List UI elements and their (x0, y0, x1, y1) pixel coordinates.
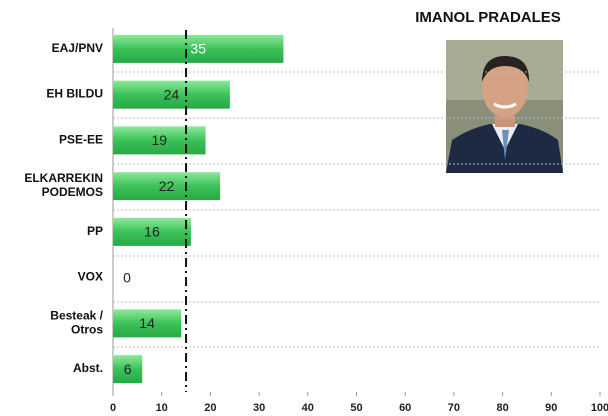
x-tick-label: 70 (448, 402, 460, 414)
chart-title: IMANOL PRADALES (415, 9, 561, 26)
category-label: PSE-EE (59, 133, 103, 147)
x-tick-label: 20 (204, 402, 216, 414)
x-tick-label: 100 (591, 402, 608, 414)
bar (113, 80, 230, 109)
bar (113, 172, 221, 201)
x-tick-label: 50 (350, 402, 362, 414)
x-tick-label: 90 (545, 402, 557, 414)
x-tick-label: 10 (156, 402, 168, 414)
x-tick-label: 0 (110, 402, 116, 414)
value-label: 6 (124, 361, 132, 377)
bar (113, 126, 206, 155)
value-label: 16 (144, 224, 160, 240)
bar (113, 34, 284, 63)
x-tick-label: 40 (302, 402, 314, 414)
x-tick-label: 30 (253, 402, 265, 414)
bar (113, 217, 191, 246)
value-label: 14 (139, 315, 155, 331)
category-label: EAJ/PNV (52, 41, 103, 55)
portrait (446, 40, 563, 173)
category-label: ELKARREKIN PODEMOS (24, 171, 103, 199)
x-tick-label: 60 (399, 402, 411, 414)
value-label: 24 (164, 86, 180, 102)
bar (113, 309, 182, 338)
category-label: PP (87, 224, 103, 238)
category-label: Besteak / Otros (50, 309, 103, 337)
category-label: Abst. (73, 361, 103, 375)
category-label: VOX (78, 270, 103, 284)
category-label: EH BILDU (46, 87, 103, 101)
x-tick-label: 80 (496, 402, 508, 414)
value-label: 22 (159, 178, 175, 194)
separators (113, 71, 600, 348)
bar (113, 355, 143, 384)
value-label: 19 (151, 132, 167, 148)
value-label: 0 (123, 269, 131, 285)
value-label: 35 (190, 41, 206, 57)
